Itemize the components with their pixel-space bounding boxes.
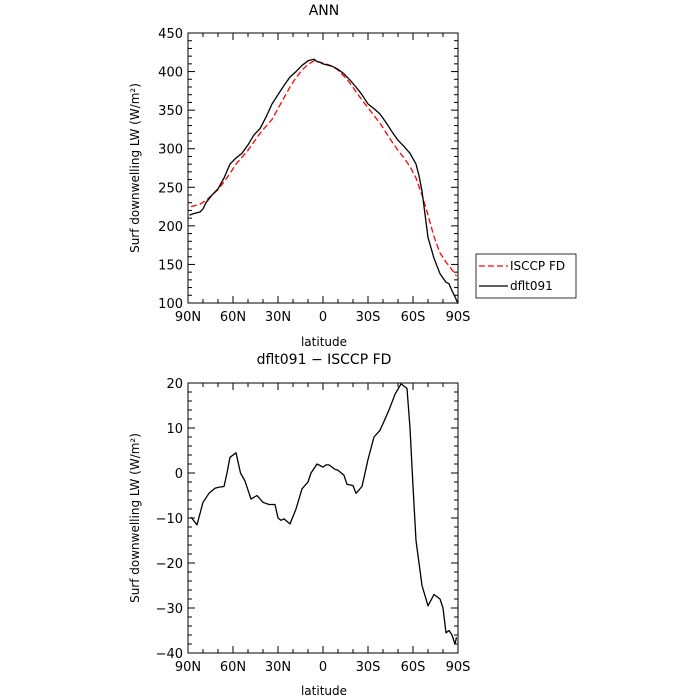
top-panel: ANN 90N 60N 30N 0 30S 60S 90S 100 150 200 250 300 3… bbox=[128, 3, 577, 349]
y-tick-label: −20 bbox=[156, 557, 183, 572]
top-x-axis-label: latitude bbox=[301, 335, 347, 349]
top-x-tick-labels: 90N 60N 30N 0 30S 60S 90S bbox=[175, 310, 471, 325]
y-tick-label: 300 bbox=[158, 143, 183, 158]
top-panel-title: ANN bbox=[309, 3, 340, 19]
y-tick-label: 250 bbox=[158, 181, 183, 196]
x-tick-label: 0 bbox=[319, 310, 327, 325]
x-tick-label: 30S bbox=[356, 660, 381, 675]
bottom-panel: dflt091 − ISCCP FD 90N 60N 30N 0 30S 60S 90S −… bbox=[128, 352, 470, 698]
top-y-axis-label: Surf downwelling LW (W/m²) bbox=[128, 83, 142, 253]
bottom-x-tick-labels: 90N 60N 30N 0 30S 60S 90S bbox=[175, 660, 471, 675]
x-tick-label: 30N bbox=[265, 310, 291, 325]
y-tick-label: 350 bbox=[158, 104, 183, 119]
x-tick-label: 90N bbox=[175, 660, 201, 675]
y-tick-label: 450 bbox=[158, 27, 183, 42]
y-tick-label: 400 bbox=[158, 66, 183, 81]
y-tick-label: 200 bbox=[158, 220, 183, 235]
legend-label-dflt091: dflt091 bbox=[510, 279, 553, 293]
y-tick-label: −10 bbox=[156, 512, 183, 527]
legend-label-isccp: ISCCP FD bbox=[510, 259, 565, 273]
bottom-x-axis-label: latitude bbox=[301, 684, 347, 698]
legend-box bbox=[475, 253, 577, 299]
y-tick-label: −40 bbox=[156, 647, 183, 662]
y-tick-label: 150 bbox=[158, 258, 183, 273]
y-tick-label: 100 bbox=[158, 297, 183, 312]
x-tick-label: 90S bbox=[446, 660, 471, 675]
y-tick-label: 10 bbox=[166, 422, 183, 437]
y-tick-label: −30 bbox=[156, 602, 183, 617]
bottom-panel-title: dflt091 − ISCCP FD bbox=[257, 352, 392, 368]
bottom-y-tick-labels: −40 −30 −20 −10 0 10 20 bbox=[156, 377, 183, 662]
x-tick-label: 60S bbox=[401, 660, 426, 675]
legend: ISCCP FD dflt091 bbox=[475, 253, 577, 299]
x-tick-label: 60S bbox=[401, 310, 426, 325]
top-axis-ticks bbox=[187, 32, 459, 304]
top-y-tick-labels: 100 150 200 250 300 350 400 450 bbox=[158, 27, 183, 312]
x-tick-label: 60N bbox=[220, 310, 246, 325]
x-tick-label: 60N bbox=[220, 660, 246, 675]
x-tick-label: 30N bbox=[265, 660, 291, 675]
series-line-isccp-fd bbox=[190, 60, 458, 277]
bottom-y-axis-label: Surf downwelling LW (W/m²) bbox=[128, 433, 142, 603]
top-series-lines bbox=[189, 58, 459, 305]
bottom-plot-frame bbox=[187, 382, 459, 654]
x-tick-label: 0 bbox=[319, 660, 327, 675]
series-line-dflt091 bbox=[189, 58, 459, 305]
x-tick-label: 90S bbox=[446, 310, 471, 325]
y-tick-label: 20 bbox=[166, 377, 183, 392]
x-tick-label: 90N bbox=[175, 310, 201, 325]
bottom-axis-ticks bbox=[187, 382, 459, 654]
y-tick-label: 0 bbox=[175, 467, 183, 482]
bottom-series-lines bbox=[190, 383, 458, 645]
series-line-0 bbox=[190, 383, 458, 645]
x-tick-label: 30S bbox=[356, 310, 381, 325]
